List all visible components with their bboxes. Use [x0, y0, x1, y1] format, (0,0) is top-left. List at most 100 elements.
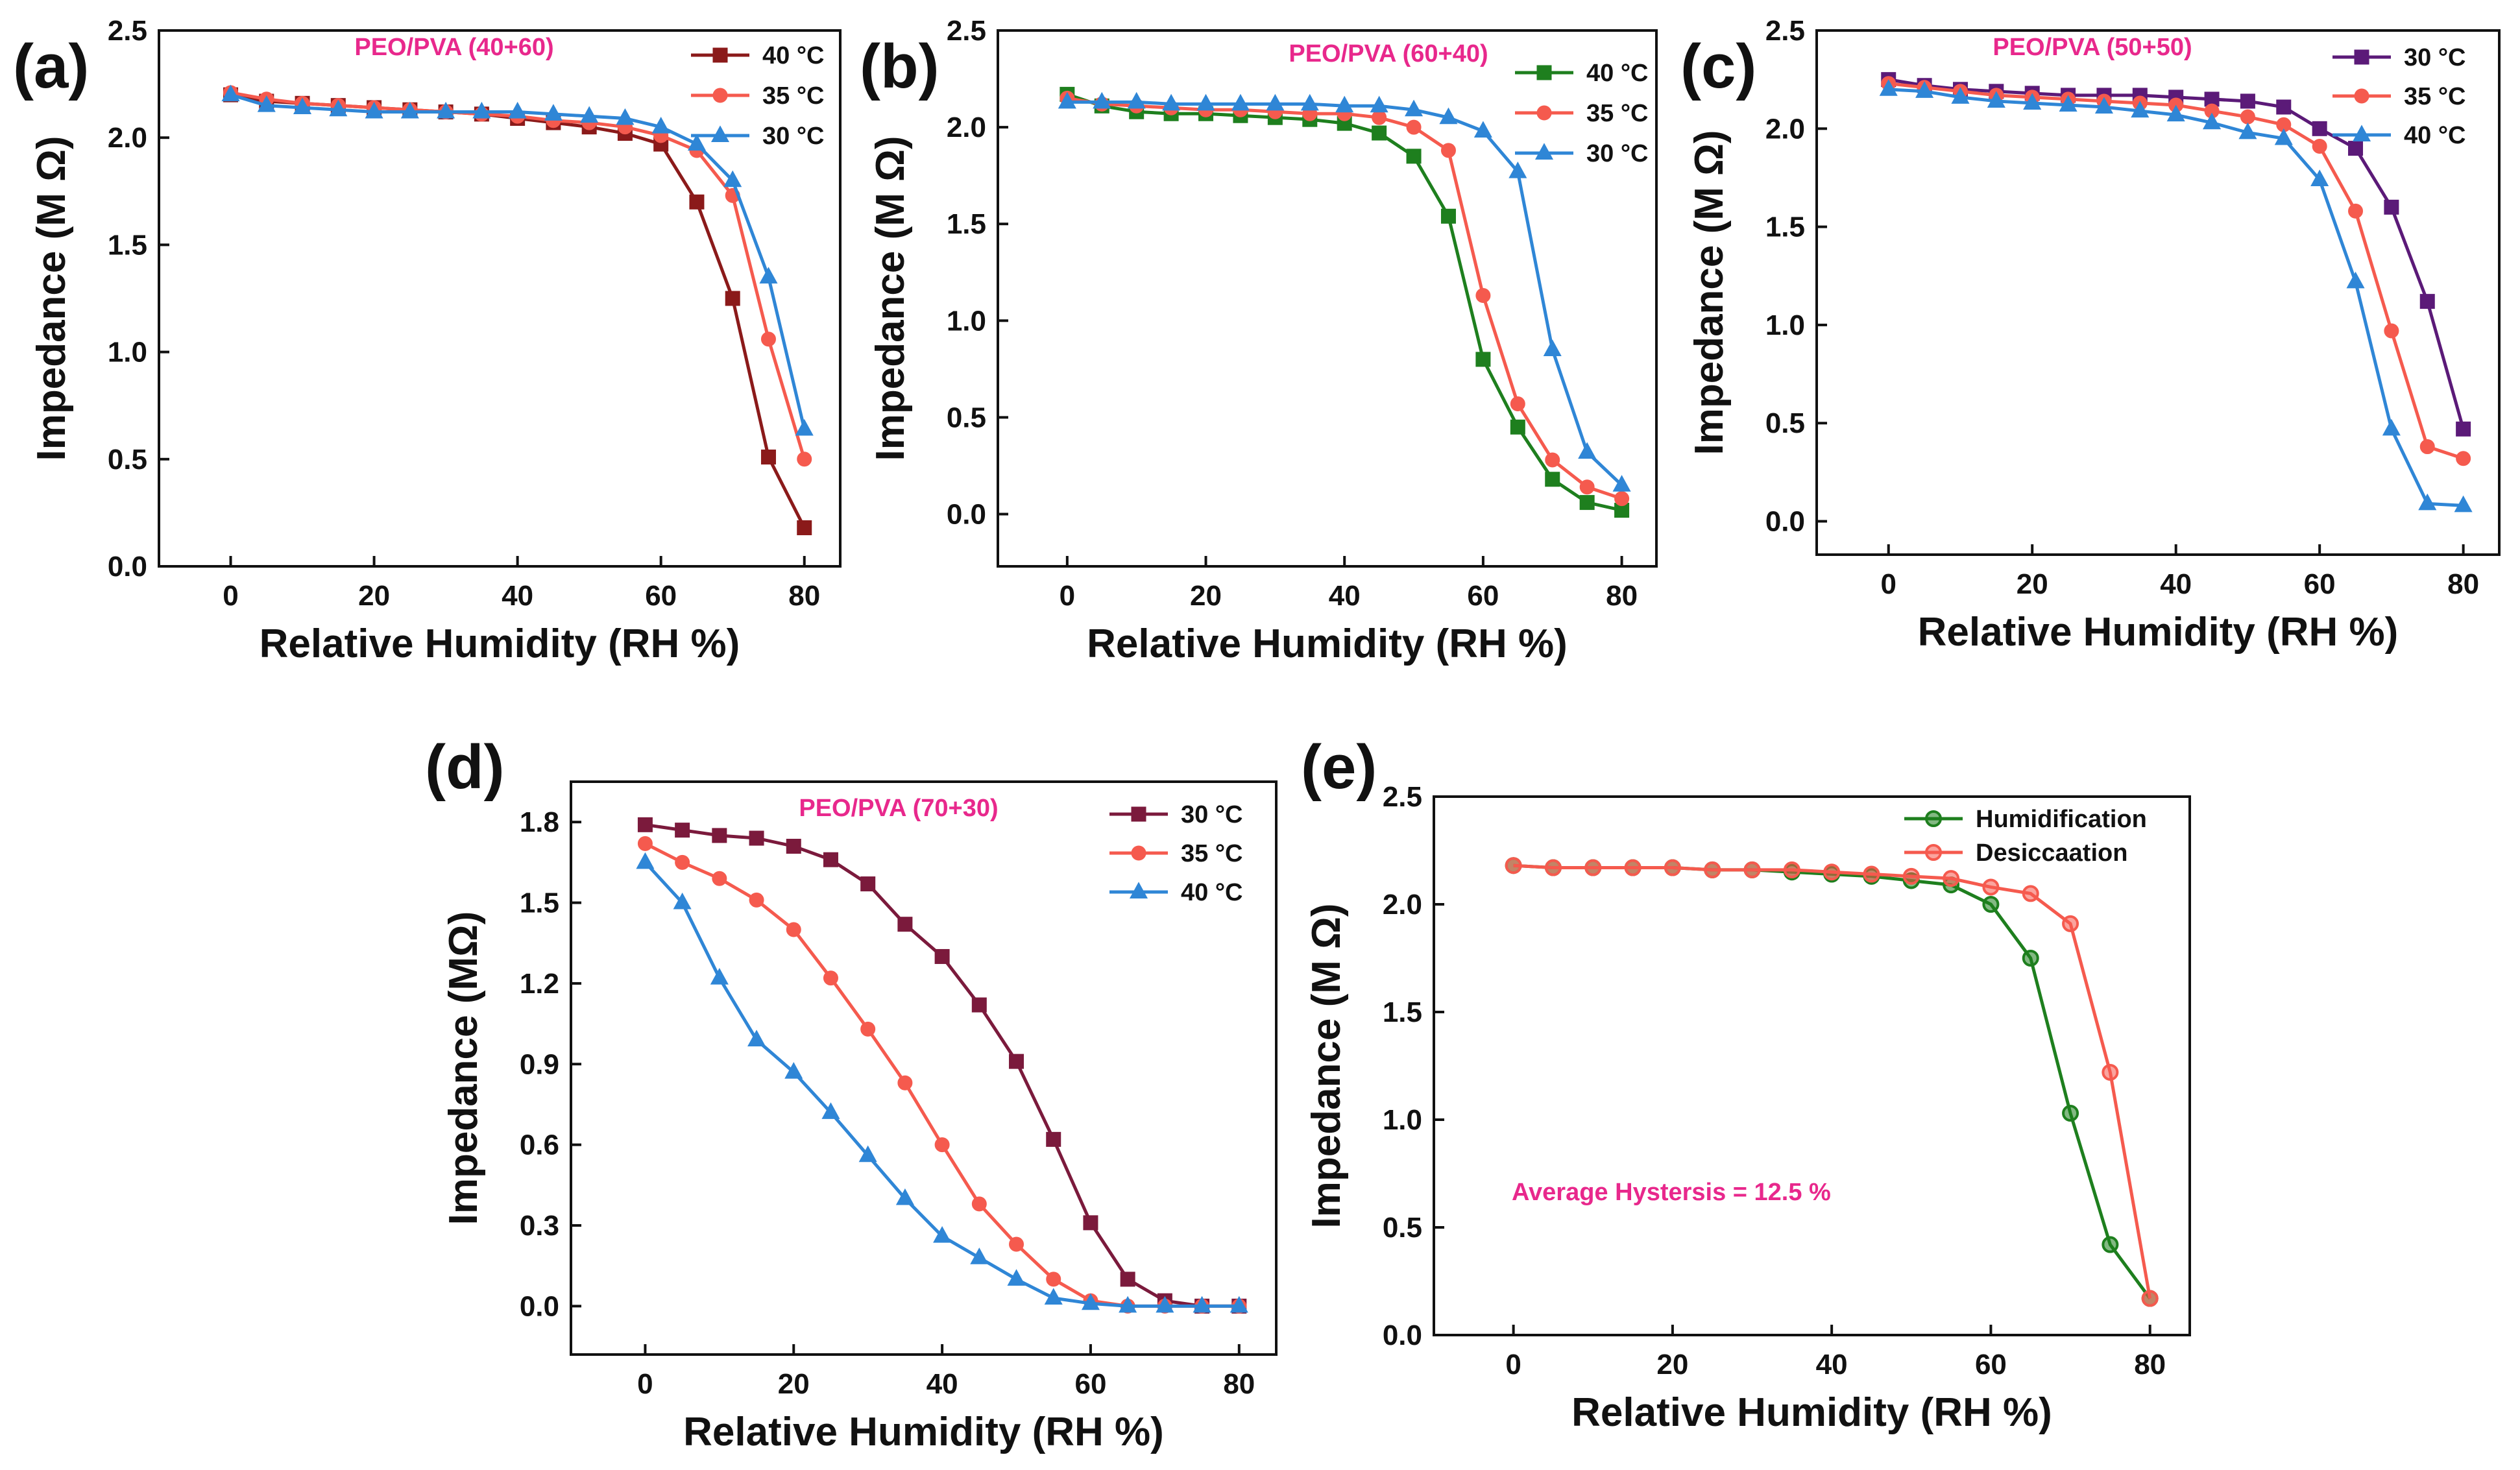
data-point [823, 852, 838, 867]
series-a-0 [223, 87, 812, 536]
data-point [293, 97, 312, 114]
legend-label: 30 °C [1181, 801, 1242, 828]
data-point [2346, 271, 2365, 289]
legend-item-d-2: 40 °C [1109, 879, 1242, 906]
series-line [230, 91, 806, 460]
data-point [2454, 495, 2473, 512]
data-point [1193, 1295, 1211, 1313]
series-e-0 [1505, 857, 2159, 1307]
legend-label: 40 °C [1586, 60, 1648, 87]
x-tick-label: 20 [778, 1368, 810, 1400]
data-point [1440, 208, 1456, 224]
x-tick-label: 60 [1975, 1349, 2007, 1380]
y-tick-label: 0.6 [520, 1129, 559, 1161]
series-line [1513, 863, 2151, 1300]
x-tick-label: 60 [1074, 1368, 1106, 1400]
x-tick-label: 0 [1880, 568, 1896, 600]
data-point [786, 922, 801, 937]
chart-title-d: PEO/PVA (70+30) [799, 795, 998, 822]
data-point [971, 997, 987, 1013]
data-point [749, 830, 764, 846]
data-point [2418, 493, 2437, 511]
data-point [2419, 439, 2435, 455]
y-tick-label: 0.0 [1765, 506, 1805, 538]
x-axis-title-b: Relative Humidity (RH %) [1087, 621, 1568, 666]
series-a-2 [221, 84, 814, 436]
data-point [1046, 1131, 1061, 1147]
data-point [860, 1021, 876, 1037]
y-tick-label: 2.5 [108, 15, 147, 47]
data-point [759, 267, 778, 283]
y-tick-label: 1.5 [108, 229, 147, 261]
chart-panel-c: (c) 0 20 40 60 80 0.0 0.5 1.0 1.5 2.0 2.5 Relative H… [1680, 15, 2501, 655]
data-point [2062, 1105, 2079, 1122]
chart-title-c: PEO/PVA (50+50) [1993, 34, 2192, 61]
data-point [1046, 1271, 1061, 1287]
legend-label: 35 °C [2404, 83, 2465, 110]
y-tick-label: 0.5 [108, 444, 147, 476]
data-point [1612, 475, 1631, 492]
data-point [1439, 107, 1458, 125]
data-point [1009, 1236, 1024, 1252]
legend-marker [1925, 810, 1942, 827]
legend-item-d-1: 35 °C [1109, 840, 1242, 867]
data-point [2166, 104, 2185, 122]
data-point [1406, 149, 1422, 164]
data-point [1579, 495, 1595, 511]
x-tick-label: 60 [645, 580, 677, 612]
data-point [1372, 110, 1387, 125]
data-point [1614, 491, 1630, 507]
plot-frame-c [1815, 29, 2501, 556]
panel-label-e: (e) [1301, 732, 1377, 802]
panel-label-d: (d) [425, 732, 505, 802]
data-point [895, 1188, 914, 1205]
data-point [1505, 857, 1522, 874]
data-point [1508, 162, 1527, 178]
data-point [1231, 93, 1250, 111]
legend-label: 30 °C [1586, 140, 1648, 167]
series-line [1888, 88, 2464, 507]
x-tick-label: 60 [2304, 568, 2336, 600]
data-point [2062, 915, 2079, 932]
data-point [365, 101, 383, 119]
legend-marker [2354, 49, 2369, 65]
data-point [1093, 91, 1111, 109]
legend-marker [1131, 845, 1146, 861]
data-point [710, 968, 729, 985]
data-point [934, 1137, 950, 1153]
legend-item-e-1: Desiccaation [1904, 839, 2127, 867]
chart-panel-b: (b) 0 20 40 60 80 0.0 0.5 1.0 1.5 2.0 2.5 Relative H… [860, 15, 1658, 666]
data-point [749, 892, 764, 908]
data-point [1943, 870, 1960, 887]
data-point [860, 876, 876, 892]
legend-marker [1131, 806, 1146, 822]
y-tick-label: 2.0 [1765, 113, 1805, 145]
data-point [1372, 125, 1387, 141]
data-point [1475, 352, 1491, 367]
data-point [544, 104, 563, 121]
chart-panel-e: (e) 0 20 40 60 80 0.0 0.5 1.0 1.5 2.0 2.5 Relative H… [1301, 732, 2191, 1435]
data-point [2456, 421, 2471, 437]
data-point [1510, 396, 1525, 412]
data-point [1545, 472, 1560, 487]
data-point [689, 194, 705, 210]
legend-label: 35 °C [1586, 100, 1648, 127]
x-axis-title-c: Relative Humidity (RH %) [1918, 610, 2399, 655]
legend-item-b-1: 35 °C [1515, 100, 1648, 127]
legend-item-a-1: 35 °C [691, 82, 824, 110]
data-point [1578, 442, 1597, 459]
x-tick-label: 80 [2134, 1349, 2166, 1380]
data-point [400, 101, 419, 119]
data-point [2141, 1290, 2159, 1307]
legend-label: 35 °C [1181, 840, 1242, 867]
y-tick-label: 0.0 [108, 551, 147, 583]
series-c-2 [1879, 79, 2473, 512]
y-axis-title-b: Impedance (M Ω) [868, 136, 913, 461]
data-point [1475, 288, 1491, 304]
series-line [1888, 82, 2464, 461]
data-point [1370, 95, 1388, 113]
y-axis-title-d: Impedance (MΩ) [441, 911, 486, 1225]
data-point [1863, 865, 1880, 883]
data-point [784, 1062, 803, 1079]
y-tick-label: 1.2 [520, 968, 559, 1000]
